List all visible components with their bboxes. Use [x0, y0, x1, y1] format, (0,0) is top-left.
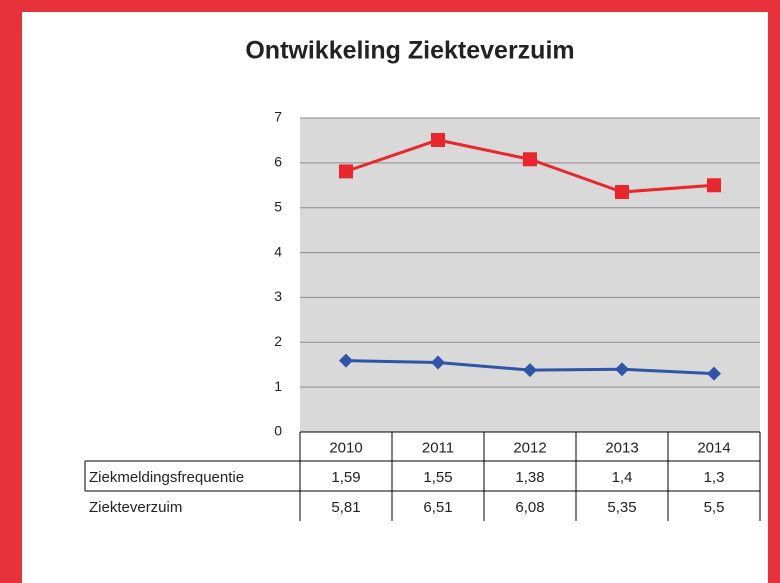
data-label: 1,4: [612, 469, 633, 486]
marker: [615, 362, 629, 377]
x-tick-label: 2013: [605, 439, 638, 456]
data-label: 5,81: [331, 499, 360, 516]
x-tick-label: 2012: [513, 439, 546, 456]
marker: [523, 363, 537, 378]
marker: [431, 355, 445, 370]
y-tick-label: 5: [274, 198, 282, 214]
data-label: 5,5: [704, 499, 725, 516]
marker: [523, 152, 537, 167]
plot-area: [300, 118, 760, 432]
y-tick-label: 0: [274, 423, 282, 439]
legend-label: Ziekmeldingsfrequentie: [89, 469, 244, 486]
data-label: 1,55: [423, 469, 452, 486]
chart-title: Ontwikkeling Ziekteverzuim: [245, 37, 574, 65]
y-tick-label: 3: [274, 288, 282, 304]
x-tick-label: 2010: [329, 439, 362, 456]
legend-label: Ziekteverzuim: [89, 499, 182, 516]
y-tick-label: 2: [274, 333, 282, 349]
data-label: 6,08: [515, 499, 544, 516]
marker: [339, 353, 353, 368]
marker: [707, 366, 721, 381]
y-tick-label: 6: [274, 154, 282, 170]
data-label: 1,59: [331, 469, 360, 486]
y-tick-label: 4: [274, 243, 282, 259]
marker: [615, 185, 629, 200]
data-label: 5,35: [607, 499, 636, 516]
y-tick-label: 1: [274, 378, 282, 394]
marker: [431, 132, 445, 147]
marker: [339, 164, 353, 179]
y-tick-label: 7: [274, 109, 282, 125]
x-tick-label: 2011: [422, 439, 454, 456]
data-label: 1,38: [515, 469, 544, 486]
marker: [707, 178, 721, 193]
data-label: 1,3: [704, 469, 725, 486]
data-label: 6,51: [423, 499, 452, 516]
x-tick-label: 2014: [697, 439, 730, 456]
